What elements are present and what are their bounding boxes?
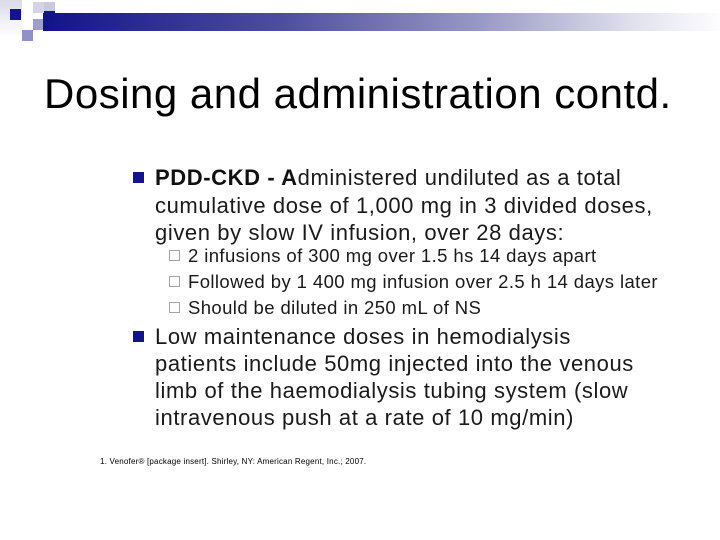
hollow-square-bullet-icon — [169, 250, 180, 261]
slide-title: Dosing and administration contd. — [44, 70, 672, 117]
sub-bullet-text: 2 infusions of 300 mg over 1.5 hs 14 day… — [188, 245, 597, 266]
bullet-text-line: PDD-CKD - Administered undiluted as a to… — [155, 164, 653, 192]
sub-bullet-list: 2 infusions of 300 mg over 1.5 hs 14 day… — [169, 243, 658, 321]
bullet-text-line: patients include 50mg injected into the … — [155, 351, 634, 376]
sub-bullet-text: Should be diluted in 250 mL of NS — [188, 297, 482, 318]
hollow-square-bullet-icon — [169, 302, 180, 313]
bullet-text-line: Low maintenance doses in hemodialysis — [155, 324, 571, 349]
pixel-square-bar-notch-icon — [44, 11, 55, 22]
bullet-text-line: limb of the haemodialysis tubing system … — [155, 378, 629, 403]
pixel-square-medium-icon — [33, 19, 44, 30]
pixel-square-lavender-icon — [22, 30, 33, 41]
bullet-bold-lead: PDD-CKD - A — [155, 165, 298, 190]
pixel-square-light-icon — [33, 2, 44, 13]
bullet-item-pdd-ckd: PDD-CKD - Administered undiluted as a to… — [155, 164, 653, 247]
pixel-square-navy-icon — [10, 9, 21, 20]
sub-bullet-item: Followed by 1 400 mg infusion over 2.5 h… — [169, 269, 658, 295]
bullet-item-low-maintenance: Low maintenance doses in hemodialysis pa… — [155, 323, 634, 431]
bullet-text-line: intravenous push at a rate of 10 mg/min) — [155, 405, 574, 430]
hollow-square-bullet-icon — [169, 276, 180, 287]
sub-bullet-item: 2 infusions of 300 mg over 1.5 hs 14 day… — [169, 243, 658, 269]
sub-bullet-text: Followed by 1 400 mg infusion over 2.5 h… — [188, 271, 658, 292]
sub-bullet-item: Should be diluted in 250 mL of NS — [169, 295, 658, 321]
footnote-citation: 1. Venofer® [package insert]. Shirley, N… — [100, 457, 367, 466]
pixel-square-light2-icon — [44, 2, 55, 13]
bullet-square-icon — [133, 331, 144, 342]
bullet-text-line: cumulative dose of 1,000 mg in 3 divided… — [155, 192, 653, 218]
bullet-square-icon — [133, 172, 144, 183]
bullet-text-rest: dministered undiluted as a total — [297, 165, 622, 190]
header-gradient-bar — [43, 13, 720, 31]
bullet-text-line: given by slow IV infusion, over 28 days: — [155, 220, 565, 245]
